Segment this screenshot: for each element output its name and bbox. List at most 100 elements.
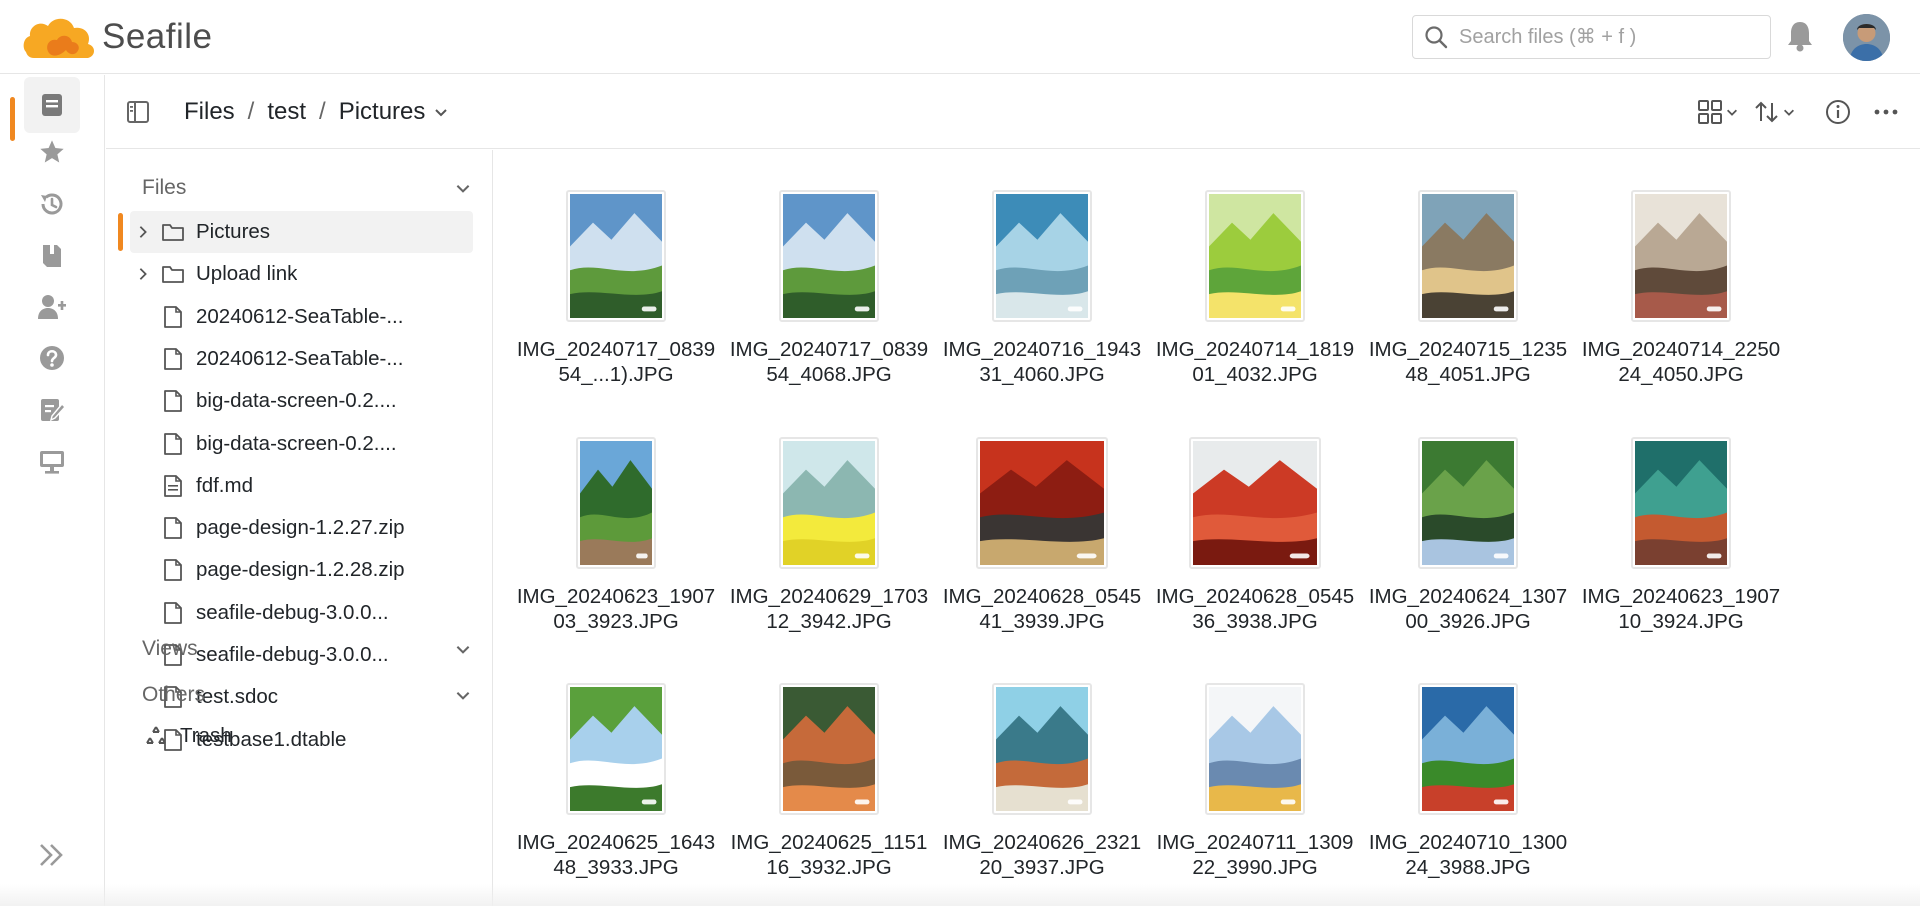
image-thumbnail[interactable] <box>992 190 1092 322</box>
file-grid-item[interactable]: IMG_20240717_083954_4068.JPG <box>729 150 929 386</box>
tree-file-item[interactable]: big-data-screen-0.2.... <box>130 423 473 465</box>
files-section-header[interactable]: Files <box>142 170 472 206</box>
file-grid-item[interactable]: IMG_20240710_130024_3988.JPG <box>1368 643 1568 879</box>
trash-item[interactable]: Trash <box>142 715 485 757</box>
file-grid-item[interactable]: IMG_20240714_225024_4050.JPG <box>1581 150 1781 386</box>
file-name-label[interactable]: IMG_20240714_225024_4050.JPG <box>1581 338 1781 386</box>
sort-button[interactable] <box>1754 93 1796 131</box>
tree-file-item[interactable]: big-data-screen-0.2.... <box>130 380 473 422</box>
image-thumbnail[interactable] <box>566 190 666 322</box>
image-thumbnail[interactable] <box>1631 190 1731 322</box>
search-box[interactable] <box>1412 15 1771 59</box>
thumbnail-image <box>1422 441 1514 565</box>
file-name-label[interactable]: IMG_20240717_083954_4068.JPG <box>729 338 929 386</box>
file-grid-item[interactable]: IMG_20240629_170312_3942.JPG <box>729 397 929 633</box>
file-grid-item[interactable]: IMG_20240715_123548_4051.JPG <box>1368 150 1568 386</box>
file-grid-item[interactable]: IMG_20240623_190703_3923.JPG <box>516 397 716 633</box>
image-thumbnail[interactable] <box>1205 683 1305 815</box>
tree-file-item[interactable]: testbase1.dtable <box>130 719 473 761</box>
image-thumbnail[interactable] <box>1418 437 1518 569</box>
file-name-label[interactable]: IMG_20240710_130024_3988.JPG <box>1368 831 1568 879</box>
nav-clients-icon[interactable] <box>24 434 80 490</box>
seafile-logo[interactable]: Seafile <box>20 12 213 62</box>
user-avatar[interactable] <box>1843 14 1890 61</box>
file-grid-item[interactable]: IMG_20240628_054541_3939.JPG <box>942 397 1142 633</box>
chevron-down-icon[interactable] <box>433 104 449 120</box>
file-name-label[interactable]: IMG_20240716_194331_4060.JPG <box>942 338 1142 386</box>
file-name-label[interactable]: IMG_20240711_130922_3990.JPG <box>1156 831 1354 879</box>
file-grid-item[interactable]: IMG_20240624_130700_3926.JPG <box>1368 397 1568 633</box>
file-name-label[interactable]: IMG_20240625_164348_3933.JPG <box>516 831 716 879</box>
tree-file-item[interactable]: seafile-debug-3.0.0... <box>130 634 473 676</box>
view-mode-button[interactable] <box>1697 93 1739 131</box>
nav-files-icon[interactable] <box>24 77 80 133</box>
tree-item-label: 20240612-SeaTable-... <box>196 304 404 328</box>
toggle-tree-panel-icon[interactable] <box>126 98 154 126</box>
image-thumbnail[interactable] <box>1418 190 1518 322</box>
image-thumbnail[interactable] <box>779 437 879 569</box>
breadcrumb-repo[interactable]: test <box>267 98 307 125</box>
image-thumbnail[interactable] <box>779 190 879 322</box>
breadcrumb-root[interactable]: Files <box>184 98 235 125</box>
file-grid: IMG_20240717_083954_...1).JPG IMG_2024071… <box>494 150 1920 906</box>
breadcrumb-current-folder[interactable]: Pictures <box>338 98 426 125</box>
tree-file-item[interactable]: page-design-1.2.28.zip <box>130 549 473 591</box>
file-grid-item[interactable]: IMG_20240711_130922_3990.JPG <box>1155 643 1355 879</box>
views-section-header[interactable]: Views <box>142 631 472 667</box>
notification-bell-icon[interactable] <box>1784 18 1816 54</box>
more-operations-button[interactable] <box>1873 93 1899 131</box>
file-grid-item[interactable]: IMG_20240625_164348_3933.JPG <box>516 643 716 879</box>
tree-file-item[interactable]: seafile-debug-3.0.0... <box>130 592 473 634</box>
tree-file-item[interactable]: 20240612-SeaTable-... <box>130 338 473 380</box>
tree-folder-item[interactable]: Pictures <box>130 211 473 253</box>
nav-starred-icon[interactable] <box>24 124 80 180</box>
others-section-header[interactable]: Others <box>142 677 472 713</box>
file-name-label[interactable]: IMG_20240717_083954_...1).JPG <box>516 338 716 386</box>
chevron-right-icon[interactable] <box>130 225 156 239</box>
image-thumbnail[interactable] <box>976 437 1108 569</box>
selected-indicator <box>118 213 123 251</box>
image-thumbnail[interactable] <box>1418 683 1518 815</box>
file-name-label[interactable]: IMG_20240629_170312_3942.JPG <box>729 585 929 633</box>
file-name-label[interactable]: IMG_20240628_054541_3939.JPG <box>942 585 1142 633</box>
file-name-label[interactable]: IMG_20240623_190710_3924.JPG <box>1581 585 1781 633</box>
file-grid-item[interactable]: IMG_20240625_115116_3932.JPG <box>729 643 929 879</box>
file-grid-item[interactable]: IMG_20240717_083954_...1).JPG <box>516 150 716 386</box>
file-name-label[interactable]: IMG_20240624_130700_3926.JPG <box>1368 585 1568 633</box>
file-grid-item[interactable]: IMG_20240628_054536_3938.JPG <box>1155 397 1355 633</box>
details-button[interactable] <box>1825 93 1851 131</box>
nav-share-admin-icon[interactable] <box>24 279 80 335</box>
tree-item-label: 20240612-SeaTable-... <box>196 346 404 370</box>
image-thumbnail[interactable] <box>576 437 656 569</box>
nav-wikis-icon[interactable] <box>24 227 80 283</box>
tree-folder-item[interactable]: Upload link <box>130 253 473 295</box>
tree-file-item[interactable]: page-design-1.2.27.zip <box>130 507 473 549</box>
nav-activities-icon[interactable] <box>24 176 80 232</box>
file-name-label[interactable]: IMG_20240714_181901_4032.JPG <box>1155 338 1355 386</box>
image-thumbnail[interactable] <box>1205 190 1305 322</box>
image-thumbnail[interactable] <box>992 683 1092 815</box>
file-name-label[interactable]: IMG_20240715_123548_4051.JPG <box>1368 338 1568 386</box>
image-thumbnail[interactable] <box>1189 437 1321 569</box>
tree-file-item[interactable]: 20240612-SeaTable-... <box>130 296 473 338</box>
image-thumbnail[interactable] <box>566 683 666 815</box>
search-input[interactable] <box>1459 25 1749 49</box>
file-name-label[interactable]: IMG_20240623_190703_3923.JPG <box>516 585 716 633</box>
file-grid-item[interactable]: IMG_20240626_232120_3937.JPG <box>942 643 1142 879</box>
tree-file-item[interactable]: test.sdoc <box>130 676 473 718</box>
nav-notes-icon[interactable] <box>24 382 80 438</box>
image-thumbnail[interactable] <box>1631 437 1731 569</box>
nav-help-icon[interactable] <box>24 330 80 386</box>
file-name-label[interactable]: IMG_20240625_115116_3932.JPG <box>730 831 928 879</box>
image-thumbnail[interactable] <box>779 683 879 815</box>
file-grid-item[interactable]: IMG_20240714_181901_4032.JPG <box>1155 150 1355 386</box>
tree-file-item[interactable]: fdf.md <box>130 465 473 507</box>
file-grid-item[interactable]: IMG_20240623_190710_3924.JPG <box>1581 397 1781 633</box>
file-name-label[interactable]: IMG_20240628_054536_3938.JPG <box>1155 585 1355 633</box>
file-name-label[interactable]: IMG_20240626_232120_3937.JPG <box>942 831 1142 879</box>
file-grid-item[interactable]: IMG_20240716_194331_4060.JPG <box>942 150 1142 386</box>
chevron-right-icon[interactable] <box>130 267 156 281</box>
expand-sidebar-icon[interactable] <box>24 827 80 883</box>
logo-text: Seafile <box>102 17 213 56</box>
file-icon <box>156 558 190 582</box>
